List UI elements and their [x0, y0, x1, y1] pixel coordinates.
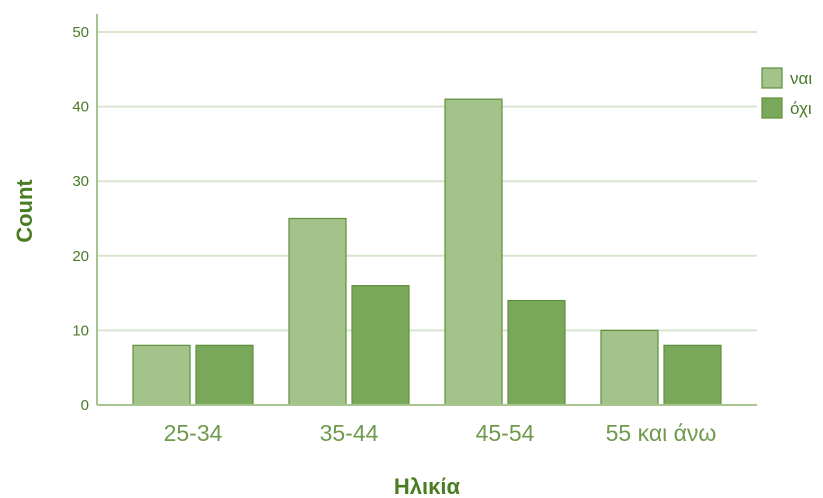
x-tick-label: 25-34	[164, 420, 223, 446]
x-axis-title: Ηλικία	[394, 474, 461, 498]
bar	[663, 344, 722, 406]
bar	[507, 299, 566, 406]
legend-swatch	[761, 97, 783, 119]
x-tick-label: 45-54	[476, 420, 535, 446]
legend: ναι όχι	[761, 67, 812, 119]
legend-label: όχι	[790, 99, 812, 118]
gridlines	[97, 31, 757, 332]
legend-swatch	[761, 67, 783, 89]
y-axis-title: Count	[12, 179, 37, 243]
bar	[288, 217, 347, 406]
legend-label: ναι	[790, 69, 812, 88]
bar	[600, 329, 659, 406]
bars	[132, 98, 722, 406]
x-tick-labels: 25-34 35-44 45-54 55 και άνω	[164, 420, 717, 446]
y-tick-label: 0	[81, 397, 89, 414]
y-tick-label: 50	[72, 24, 89, 41]
y-tick-labels: 0 10 20 30 40 50	[72, 24, 89, 414]
bar	[351, 285, 410, 406]
y-tick-label: 40	[72, 99, 89, 116]
bar	[132, 344, 191, 406]
x-tick-label: 35-44	[320, 420, 379, 446]
y-tick-label: 10	[72, 322, 89, 339]
bar	[195, 344, 254, 406]
y-tick-label: 30	[72, 173, 89, 190]
bar	[444, 98, 503, 406]
x-tick-label: 55 και άνω	[606, 420, 717, 446]
y-tick-label: 20	[72, 248, 89, 265]
